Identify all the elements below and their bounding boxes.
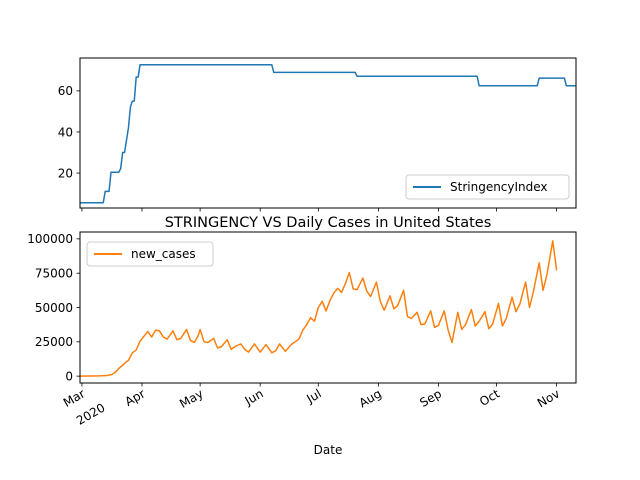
- stringency-y-tick-label: 60: [58, 84, 73, 98]
- date-tick-label: Jul: [303, 386, 323, 406]
- stringency-series-line: [80, 64, 576, 204]
- stringency-axis-ticks: 20 40 60: [58, 84, 558, 212]
- cases-series-layer: [79, 240, 558, 377]
- cases-legend-label: new_cases: [131, 247, 196, 261]
- stringency-y-tick-label: 20: [58, 166, 73, 180]
- stringency-chart: 20 40 60 StringencyIndex: [58, 57, 577, 212]
- stringency-legend: StringencyIndex: [405, 174, 570, 200]
- cases-series-line: [79, 240, 558, 377]
- cases-legend: new_cases: [86, 241, 214, 267]
- x-axis-label: Date: [314, 443, 343, 457]
- cases-y-tick-label: 100000: [27, 232, 73, 246]
- stringency-legend-label: StringencyIndex: [450, 180, 548, 194]
- cases-axis-ticks: 0 25000 50000 75000 100000: [27, 232, 558, 387]
- cases-y-tick-label: 0: [65, 369, 73, 383]
- cases-legend-box: [86, 241, 214, 267]
- cases-y-tick-label: 25000: [35, 335, 73, 349]
- cases-y-tick-label: 75000: [35, 266, 73, 280]
- cases-chart: STRINGENCY VS Daily Cases in United Stat…: [27, 215, 577, 457]
- cases-axes-frame: [79, 231, 577, 384]
- stringency-legend-box: [405, 174, 570, 200]
- cases-y-tick-label: 50000: [35, 301, 73, 315]
- stringency-series-layer: [80, 64, 576, 204]
- stringency-y-tick-label: 40: [58, 125, 73, 139]
- chart-title: STRINGENCY VS Daily Cases in United Stat…: [165, 215, 492, 231]
- stringency-axes-frame: [79, 57, 577, 209]
